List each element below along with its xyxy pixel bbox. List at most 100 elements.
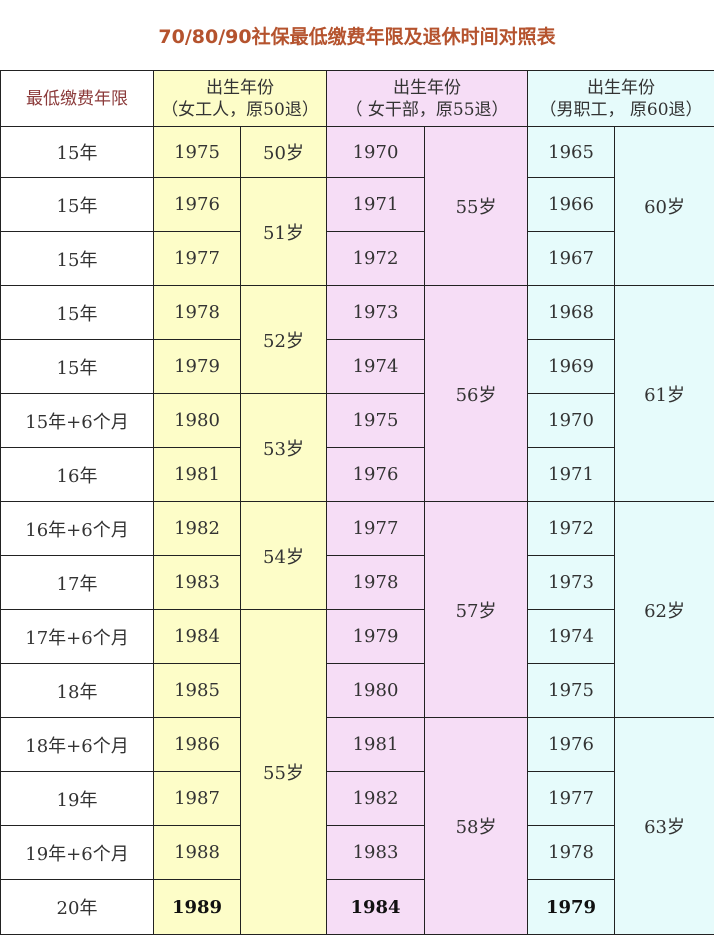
min-years-cell: 18年 <box>0 663 154 718</box>
worker-birth-cell: 1983 <box>153 555 241 610</box>
min-years-cell: 20年 <box>0 879 154 935</box>
min-years-cell: 19年 <box>0 771 154 826</box>
header-female-worker: 出生年份 （女工人，原50退） <box>152 70 328 127</box>
cadre-birth-cell: 1977 <box>326 501 426 556</box>
min-years-cell: 15年+6个月 <box>0 393 154 448</box>
table-row: 17年 1983 1978 1973 <box>0 555 714 610</box>
retirement-table: 最低缴费年限 出生年份 （女工人，原50退） 出生年份 （ 女干部，原55退） … <box>0 70 714 935</box>
worker-birth-cell: 1981 <box>153 447 241 502</box>
table-row: 18年 1985 1980 1975 <box>0 663 714 718</box>
male-birth-cell: 1979 <box>527 879 616 935</box>
worker-birth-cell: 1987 <box>153 771 241 826</box>
header-female-cadre-line2: （ 女干部，原55退） <box>345 99 509 120</box>
worker-retire-age: 52岁 <box>239 285 328 394</box>
worker-retire-age: 53岁 <box>239 393 328 502</box>
cadre-birth-cell: 1975 <box>326 393 426 448</box>
male-birth-cell: 1969 <box>527 339 616 394</box>
male-birth-cell: 1972 <box>527 501 616 556</box>
table-row: 16年 1981 1976 1971 <box>0 447 714 502</box>
cadre-birth-cell: 1984 <box>326 879 426 935</box>
table-row: 20年 1989 1984 1979 <box>0 879 714 935</box>
worker-retire-age: 50岁 <box>239 126 328 178</box>
header-female-cadre: 出生年份 （ 女干部，原55退） <box>326 70 529 127</box>
cadre-birth-cell: 1973 <box>326 285 426 340</box>
worker-birth-cell: 1975 <box>153 126 241 178</box>
table-row: 16年+6个月 1982 54岁 1977 57岁 1972 62岁 <box>0 501 714 718</box>
worker-birth-cell: 1977 <box>153 231 241 286</box>
header-male-line2: （男职工， 原60退） <box>539 99 703 120</box>
min-years-cell: 16年+6个月 <box>0 501 154 556</box>
male-birth-cell: 1977 <box>527 771 616 826</box>
worker-birth-cell: 1979 <box>153 339 241 394</box>
cadre-birth-cell: 1970 <box>326 126 426 178</box>
cadre-birth-cell: 1980 <box>326 663 426 718</box>
cadre-birth-cell: 1976 <box>326 447 426 502</box>
male-birth-cell: 1975 <box>527 663 616 718</box>
min-years-cell: 18年+6个月 <box>0 717 154 772</box>
male-birth-cell: 1966 <box>527 177 616 232</box>
worker-birth-cell: 1980 <box>153 393 241 448</box>
male-birth-cell: 1965 <box>527 126 616 178</box>
male-birth-cell: 1974 <box>527 609 616 664</box>
cadre-birth-cell: 1981 <box>326 717 426 772</box>
header-male-line1: 出生年份 <box>587 77 656 98</box>
table-row: 15年+6个月 1980 53岁 1975 1970 <box>0 393 714 502</box>
page-title: 70/80/90社保最低缴费年限及退休时间对照表 <box>158 25 556 48</box>
header-female-worker-line2: （女工人，原50退） <box>161 99 319 120</box>
male-retire-age: 60岁 <box>614 126 714 286</box>
cadre-birth-cell: 1978 <box>326 555 426 610</box>
table-row: 15年 1975 50岁 1970 55岁 1965 60岁 <box>0 126 714 286</box>
worker-birth-cell: 1989 <box>153 879 241 935</box>
male-birth-cell: 1970 <box>527 393 616 448</box>
table-row: 19年 1987 1982 1977 <box>0 771 714 826</box>
male-birth-cell: 1978 <box>527 825 616 880</box>
worker-retire-age: 55岁 <box>239 609 328 935</box>
cadre-birth-cell: 1972 <box>326 231 426 286</box>
worker-birth-cell: 1986 <box>153 717 241 772</box>
table-row: 19年+6个月 1988 1983 1978 <box>0 825 714 880</box>
table-row: 17年+6个月 1984 55岁 1979 1974 <box>0 609 714 935</box>
male-birth-cell: 1968 <box>527 285 616 340</box>
male-retire-age: 63岁 <box>614 717 714 935</box>
worker-birth-cell: 1985 <box>153 663 241 718</box>
cadre-birth-cell: 1974 <box>326 339 426 394</box>
worker-birth-cell: 1984 <box>153 609 241 664</box>
table-row: 15年 1979 1974 1969 <box>0 339 714 394</box>
worker-birth-cell: 1978 <box>153 285 241 340</box>
worker-retire-age: 51岁 <box>239 177 328 286</box>
min-years-cell: 19年+6个月 <box>0 825 154 880</box>
header-female-worker-line1: 出生年份 <box>206 77 274 98</box>
male-retire-age: 62岁 <box>614 501 714 718</box>
table-row: 15年 1976 51岁 1971 1966 <box>0 177 714 286</box>
table-row: 18年+6个月 1986 1981 58岁 1976 63岁 <box>0 717 714 935</box>
table-header-row: 最低缴费年限 出生年份 （女工人，原50退） 出生年份 （ 女干部，原55退） … <box>0 70 714 127</box>
cadre-birth-cell: 1971 <box>326 177 426 232</box>
header-female-cadre-line1: 出生年份 <box>393 77 462 98</box>
worker-retire-age: 54岁 <box>239 501 328 610</box>
cadre-birth-cell: 1979 <box>326 609 426 664</box>
min-years-cell: 16年 <box>0 447 154 502</box>
cadre-retire-age: 56岁 <box>424 285 529 502</box>
min-years-cell: 15年 <box>0 231 154 286</box>
male-birth-cell: 1973 <box>527 555 616 610</box>
header-male: 出生年份 （男职工， 原60退） <box>527 70 714 127</box>
min-years-cell: 17年+6个月 <box>0 609 154 664</box>
min-years-cell: 15年 <box>0 177 154 232</box>
male-birth-cell: 1971 <box>527 447 616 502</box>
worker-birth-cell: 1988 <box>153 825 241 880</box>
cadre-birth-cell: 1983 <box>326 825 426 880</box>
male-birth-cell: 1976 <box>527 717 616 772</box>
min-years-cell: 15年 <box>0 126 154 178</box>
male-retire-age: 61岁 <box>614 285 714 502</box>
header-min-years: 最低缴费年限 <box>0 70 154 127</box>
cadre-retire-age: 57岁 <box>424 501 529 718</box>
male-birth-cell: 1967 <box>527 231 616 286</box>
table-row: 15年 1977 1972 1967 <box>0 231 714 286</box>
cadre-birth-cell: 1982 <box>326 771 426 826</box>
cadre-retire-age: 58岁 <box>424 717 529 935</box>
cadre-retire-age: 55岁 <box>424 126 529 286</box>
table-row: 15年 1978 52岁 1973 56岁 1968 61岁 <box>0 285 714 502</box>
worker-birth-cell: 1976 <box>153 177 241 232</box>
min-years-cell: 15年 <box>0 339 154 394</box>
worker-birth-cell: 1982 <box>153 501 241 556</box>
